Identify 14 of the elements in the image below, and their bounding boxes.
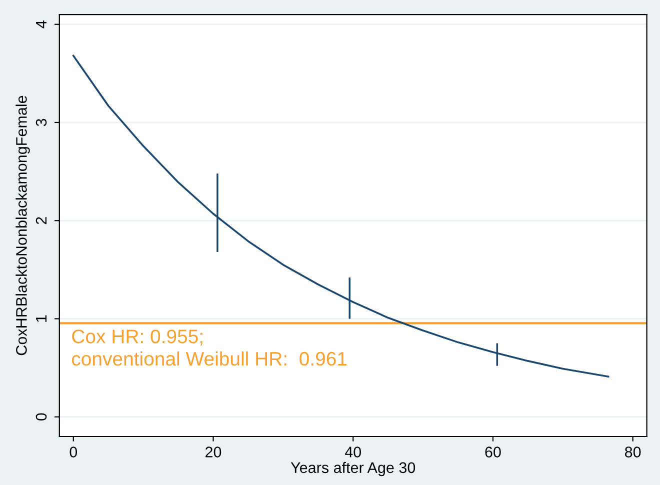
- x-tick-label: 0: [70, 446, 78, 458]
- x-tick-label: 80: [624, 446, 641, 458]
- y-tick-label: 4: [36, 20, 47, 28]
- line-series: [72, 54, 610, 378]
- x-axis-title: Years after Age 30: [290, 462, 416, 476]
- y-tick-label: 3: [36, 118, 47, 126]
- y-axis-title: CoxHRBlacktoNonblackamongFemale: [16, 96, 30, 356]
- y-tick-label: 1: [36, 315, 47, 322]
- x-tick-label: 40: [344, 446, 361, 458]
- x-tick-label: 20: [206, 446, 222, 458]
- ref-line-label: Cox HR: 0.955; conventional Weibull HR: 0.961: [72, 330, 347, 366]
- y-tick-label: 2: [36, 217, 47, 224]
- y-tick-label: 0: [36, 413, 47, 421]
- x-tick-label: 60: [485, 446, 501, 458]
